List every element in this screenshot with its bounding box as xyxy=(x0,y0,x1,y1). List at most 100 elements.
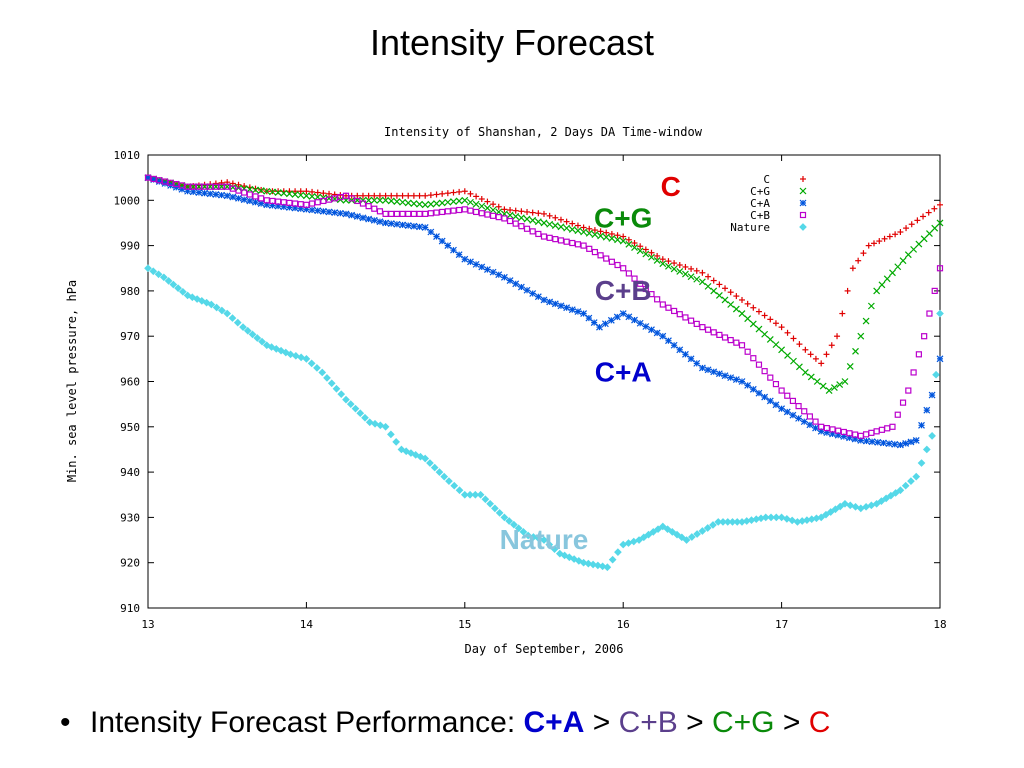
data-point xyxy=(887,491,895,500)
data-point xyxy=(922,445,931,454)
data-point xyxy=(235,194,242,202)
data-point xyxy=(534,218,542,226)
data-point xyxy=(540,536,548,544)
data-point xyxy=(795,402,802,410)
data-point xyxy=(178,287,187,296)
data-point xyxy=(625,236,632,243)
data-point xyxy=(795,363,803,371)
data-point xyxy=(591,227,598,234)
data-point xyxy=(563,238,570,245)
data-point xyxy=(346,400,355,408)
data-point xyxy=(755,308,762,315)
data-point xyxy=(440,472,449,481)
data-point xyxy=(421,224,429,231)
data-point xyxy=(732,376,740,383)
data-point xyxy=(550,545,559,553)
data-point xyxy=(884,425,891,432)
data-point xyxy=(670,341,678,349)
data-point xyxy=(872,499,881,508)
data-point xyxy=(557,216,564,223)
data-point xyxy=(901,481,910,490)
data-point xyxy=(461,196,469,204)
data-point xyxy=(855,257,862,264)
data-point xyxy=(342,395,350,404)
data-point xyxy=(291,200,299,207)
data-point xyxy=(472,260,480,268)
data-point xyxy=(540,296,548,304)
axis-ticks: 910 920 930 940 950 960 970 980 990 1000 1010 13 14 1… xyxy=(114,149,947,631)
data-point xyxy=(659,256,666,263)
data-point xyxy=(546,220,554,228)
data-point xyxy=(325,196,333,203)
data-point xyxy=(878,281,886,289)
data-point xyxy=(670,265,678,273)
data-point xyxy=(772,513,781,522)
y-tick-label: 980 xyxy=(120,285,140,298)
data-point xyxy=(399,192,406,199)
data-point xyxy=(161,178,169,185)
series-c-a xyxy=(144,174,944,449)
data-point xyxy=(263,187,271,195)
data-point xyxy=(648,253,655,261)
data-point xyxy=(353,213,361,220)
data-point xyxy=(910,369,917,376)
data-point xyxy=(649,528,658,536)
data-point xyxy=(495,271,503,279)
data-point xyxy=(907,477,915,486)
data-point xyxy=(607,316,615,324)
data-point xyxy=(914,217,921,224)
data-point xyxy=(309,188,316,195)
data-point xyxy=(557,223,565,231)
data-point xyxy=(642,323,650,330)
data-point xyxy=(721,296,729,304)
data-point xyxy=(512,280,520,288)
data-point xyxy=(631,316,638,324)
data-point xyxy=(778,324,785,331)
data-point xyxy=(354,192,361,199)
data-point xyxy=(484,211,491,218)
data-point xyxy=(653,257,661,264)
data-point xyxy=(450,207,457,214)
data-point xyxy=(421,454,430,463)
data-point xyxy=(619,237,627,245)
data-point xyxy=(495,214,502,221)
data-point xyxy=(410,210,417,217)
data-point xyxy=(167,179,174,186)
data-point xyxy=(212,191,220,198)
data-point xyxy=(404,222,412,229)
data-point xyxy=(899,399,907,406)
data-point xyxy=(313,364,321,372)
data-point xyxy=(387,197,395,205)
annotation-label: Nature xyxy=(500,524,589,555)
data-point xyxy=(767,513,775,522)
data-point xyxy=(902,439,910,447)
data-point xyxy=(580,242,587,249)
annotation-label: C+B xyxy=(595,275,652,306)
data-point xyxy=(644,530,653,539)
data-point xyxy=(693,530,701,538)
data-point xyxy=(218,179,225,186)
data-point xyxy=(563,218,570,225)
data-point xyxy=(665,337,672,345)
data-point xyxy=(772,341,780,349)
data-point xyxy=(784,329,791,336)
data-point xyxy=(439,208,446,216)
data-point xyxy=(382,210,389,217)
data-point xyxy=(750,355,757,362)
data-point xyxy=(252,198,259,206)
data-point xyxy=(551,222,559,229)
data-point xyxy=(551,300,559,308)
data-point xyxy=(263,197,270,204)
data-point xyxy=(668,528,677,536)
data-point xyxy=(653,329,661,337)
data-point xyxy=(704,282,712,290)
data-point xyxy=(863,437,870,445)
data-point xyxy=(891,489,900,497)
data-point xyxy=(882,494,890,503)
data-point xyxy=(399,221,406,229)
data-point xyxy=(932,370,940,379)
data-point xyxy=(880,439,887,447)
data-point xyxy=(665,258,672,265)
data-point xyxy=(671,260,678,267)
data-point xyxy=(676,346,684,354)
